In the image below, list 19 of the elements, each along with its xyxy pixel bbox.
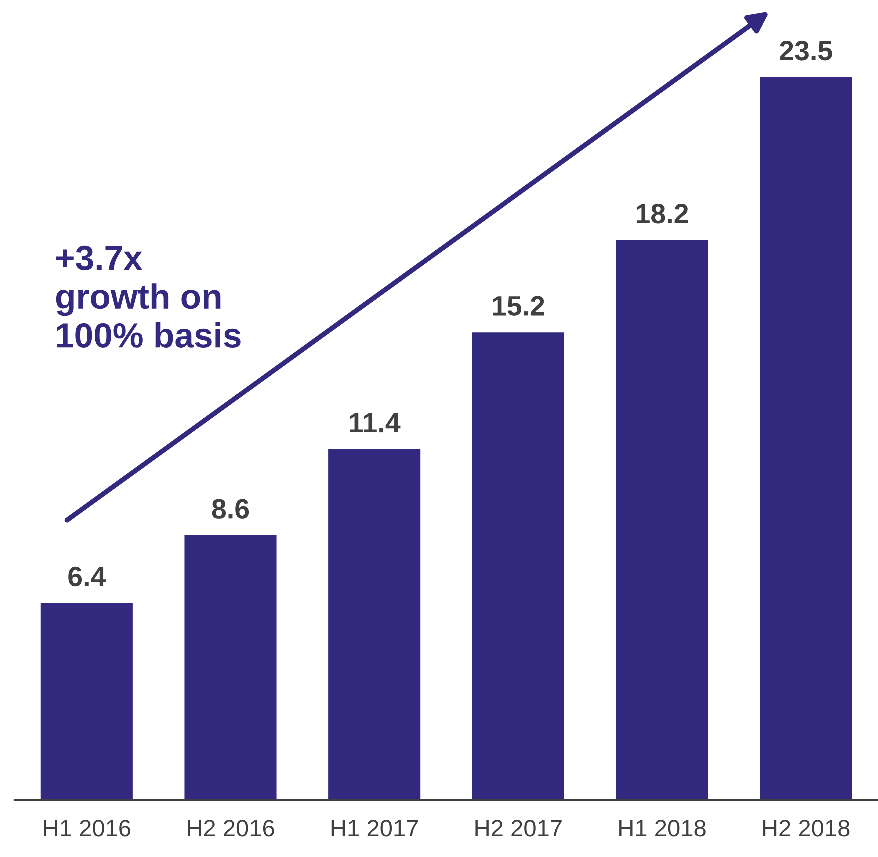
data-label: 6.4 <box>68 566 106 587</box>
bar <box>760 77 852 800</box>
data-label: 8.6 <box>212 499 250 519</box>
x-tick-label: H1 2016 <box>44 820 131 837</box>
data-label: 18.2 <box>636 204 688 224</box>
x-tick-label: H1 2018 <box>620 820 706 837</box>
x-tick-label: H2 2017 <box>476 820 562 837</box>
annotation: +3.7x growth on 100% basis <box>56 246 241 348</box>
bar <box>616 240 708 800</box>
data-label: 11.4 <box>350 413 401 433</box>
bar <box>184 536 277 800</box>
data-label: 15.2 <box>493 296 544 316</box>
data-label: 23.5 <box>780 41 832 61</box>
bar <box>40 603 133 800</box>
bar <box>472 332 564 800</box>
x-tick-label: H2 2016 <box>188 820 274 837</box>
x-tick-label: H1 2017 <box>332 820 418 837</box>
x-tick-label: H2 2018 <box>763 820 850 837</box>
bar <box>328 449 421 800</box>
